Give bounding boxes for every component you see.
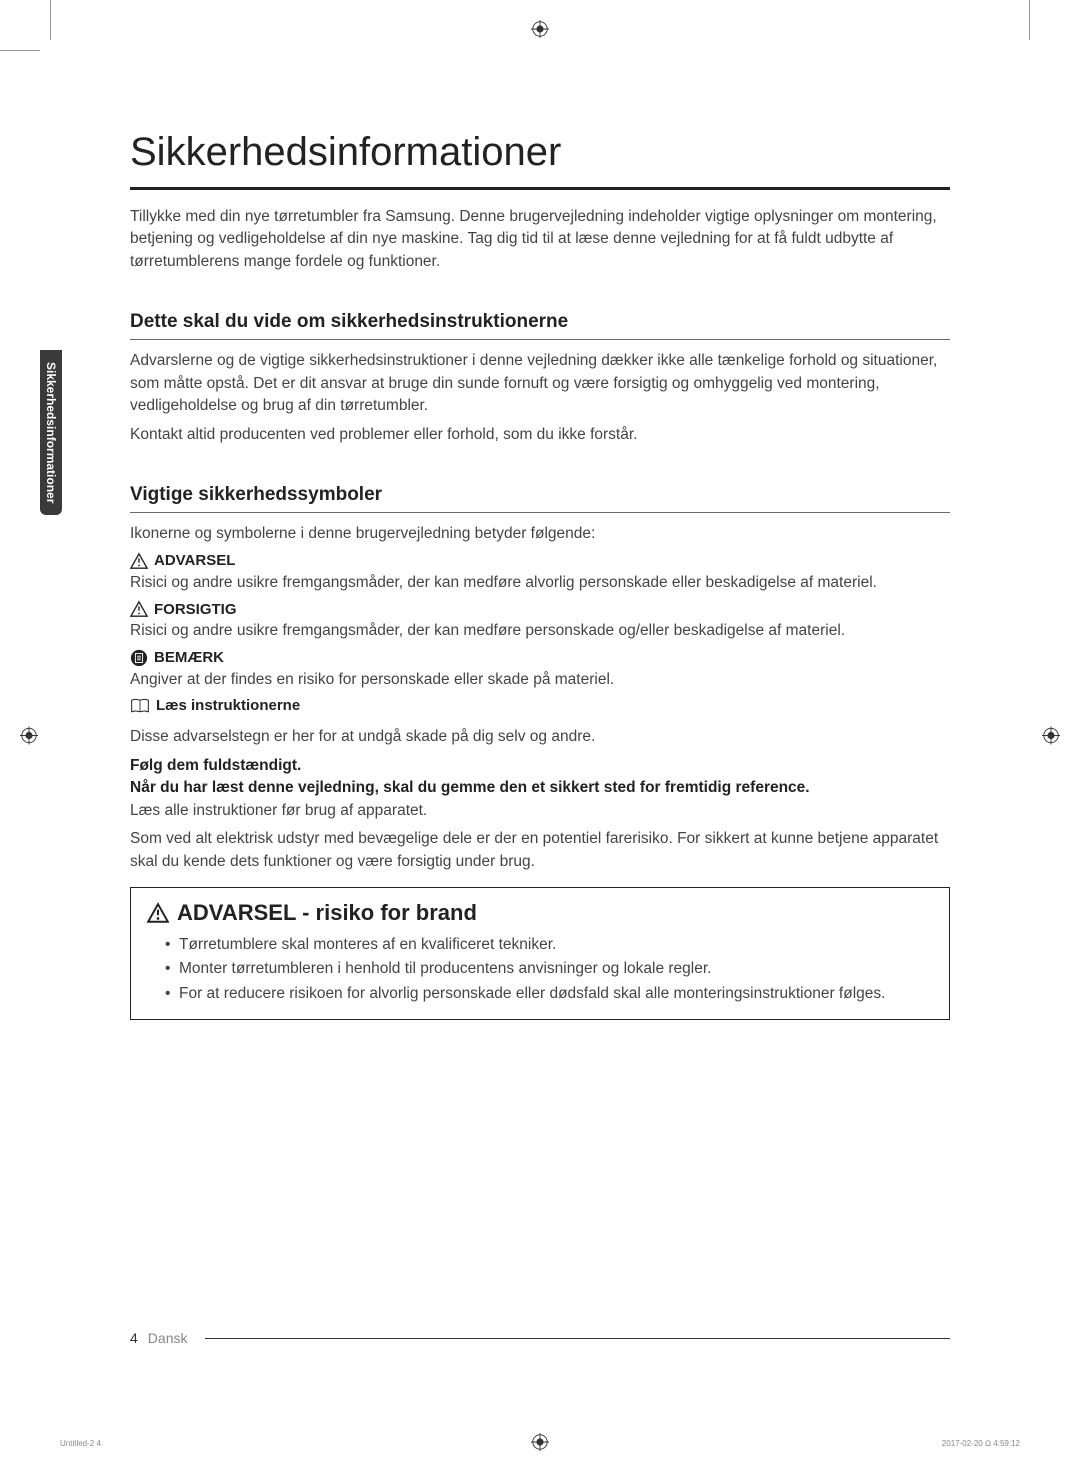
crop-line xyxy=(0,50,40,51)
print-footer-right: 2017-02-20 Ω 4:59:12 xyxy=(942,1439,1020,1448)
page-title: Sikkerhedsinformationer xyxy=(130,130,950,190)
symbol-label: Læs instruktionerne xyxy=(156,697,300,714)
body-paragraph: Angiver at der findes en risiko for pers… xyxy=(130,669,950,691)
print-footer-left: Untitled-2 4 xyxy=(60,1439,101,1448)
body-paragraph: Ikonerne og symbolerne i denne brugervej… xyxy=(130,523,950,545)
body-paragraph: Risici og andre usikre fremgangsmåder, d… xyxy=(130,620,950,642)
symbol-label: BEMÆRK xyxy=(154,649,224,666)
warning-triangle-icon xyxy=(130,600,148,618)
registration-mark-icon xyxy=(531,1433,549,1456)
symbol-row: ADVARSEL xyxy=(130,552,950,570)
warning-list: Tørretumblere skal monteres af en kvalif… xyxy=(147,934,933,1005)
body-paragraph: Som ved alt elektrisk udstyr med bevægel… xyxy=(130,828,950,873)
symbol-label: FORSIGTIG xyxy=(154,601,237,618)
warning-triangle-icon xyxy=(147,902,169,924)
body-paragraph: Advarslerne og de vigtige sikkerhedsinst… xyxy=(130,350,950,417)
crop-line xyxy=(1029,0,1030,40)
footer-language: Dansk xyxy=(148,1330,188,1346)
warning-triangle-icon xyxy=(130,552,148,570)
warning-box-title: ADVARSEL - risiko for brand xyxy=(177,900,477,926)
symbol-row: FORSIGTIG xyxy=(130,600,950,618)
intro-paragraph: Tillykke med din nye tørretumbler fra Sa… xyxy=(130,206,950,273)
warning-box: ADVARSEL - risiko for brand Tørretumbler… xyxy=(130,887,950,1020)
symbol-row: Læs instruktionerne xyxy=(130,697,950,714)
body-paragraph: Risici og andre usikre fremgangsmåder, d… xyxy=(130,572,950,594)
crop-line xyxy=(50,0,51,40)
bold-paragraph: Når du har læst denne vejledning, skal d… xyxy=(130,777,950,799)
symbol-row: BEMÆRK xyxy=(130,649,950,667)
warning-box-header: ADVARSEL - risiko for brand xyxy=(147,900,933,926)
list-item: Monter tørretumbleren i henhold til prod… xyxy=(165,958,933,980)
symbol-label: ADVARSEL xyxy=(154,552,235,569)
body-paragraph: Læs alle instruktioner før brug af appar… xyxy=(130,800,950,822)
registration-mark-icon xyxy=(20,727,38,750)
note-circle-icon xyxy=(130,649,148,667)
registration-mark-icon xyxy=(531,20,549,43)
page-footer: 4 Dansk xyxy=(130,1330,950,1346)
section-heading: Vigtige sikkerhedssymboler xyxy=(130,484,950,513)
bold-paragraph: Følg dem fuldstændigt. xyxy=(130,755,950,777)
page-content: Sikkerhedsinformationer Tillykke med din… xyxy=(130,130,950,1346)
footer-rule xyxy=(205,1338,950,1339)
page-number: 4 xyxy=(130,1330,138,1346)
list-item: For at reducere risikoen for alvorlig pe… xyxy=(165,983,933,1005)
body-paragraph: Disse advarselstegn er her for at undgå … xyxy=(130,726,950,748)
section-heading: Dette skal du vide om sikkerhedsinstrukt… xyxy=(130,311,950,340)
book-icon xyxy=(130,698,150,714)
list-item: Tørretumblere skal monteres af en kvalif… xyxy=(165,934,933,956)
registration-mark-icon xyxy=(1042,727,1060,750)
section-tab: Sikkerhedsinformationer xyxy=(40,350,62,515)
body-paragraph: Kontakt altid producenten ved problemer … xyxy=(130,424,950,446)
